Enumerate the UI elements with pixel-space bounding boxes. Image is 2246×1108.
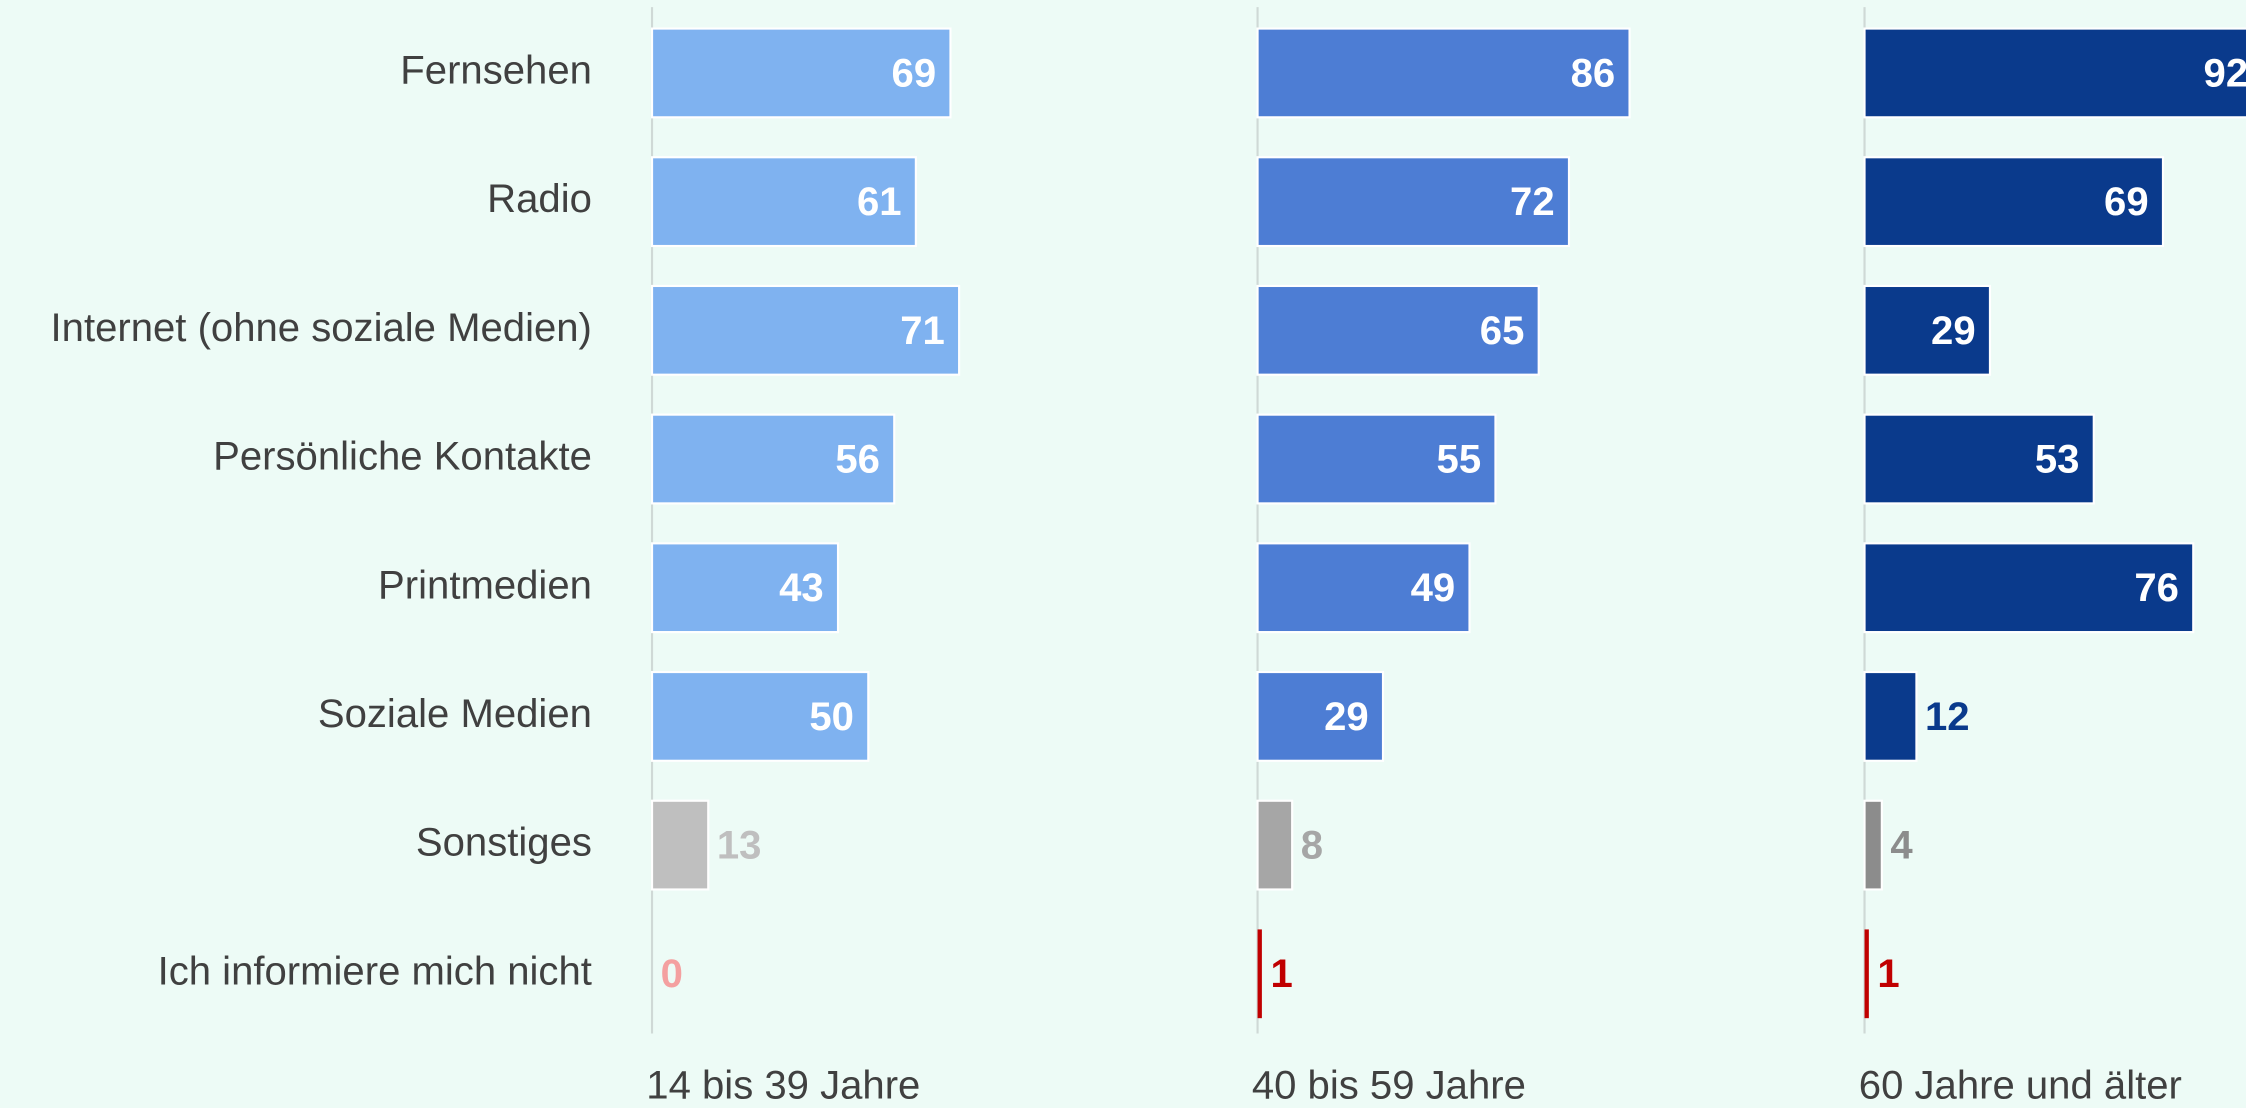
- value-label: 69: [2104, 180, 2149, 224]
- value-label: 76: [2134, 566, 2179, 610]
- category-label: Persönliche Kontakte: [213, 435, 592, 479]
- value-label: 1: [1877, 952, 1899, 996]
- category-label: Fernsehen: [400, 49, 592, 93]
- value-label: 65: [1480, 309, 1525, 353]
- panel-label: 14 bis 39 Jahre: [646, 1064, 920, 1108]
- bar: [650, 799, 710, 891]
- value-label: 69: [892, 51, 937, 95]
- bar: [1863, 413, 2095, 505]
- value-label: 71: [900, 309, 945, 353]
- bar: [1863, 284, 1992, 376]
- value-label: 55: [1437, 437, 1482, 481]
- bar: [1256, 670, 1385, 762]
- value-label: 0: [661, 952, 683, 996]
- value-label: 13: [717, 824, 762, 868]
- category-label: Internet (ohne soziale Medien): [51, 306, 592, 350]
- category-label: Sonstiges: [416, 821, 592, 865]
- value-label: 1: [1270, 952, 1292, 996]
- bar: [1863, 670, 1918, 762]
- bar: [1256, 27, 1631, 119]
- value-label: 92: [2204, 51, 2246, 95]
- value-label: 50: [809, 695, 854, 739]
- bar: [1256, 542, 1471, 634]
- value-label: 72: [1510, 180, 1555, 224]
- bar: [1864, 929, 1869, 1019]
- value-label: 4: [1890, 824, 1913, 868]
- bar: [650, 542, 840, 634]
- bar: [650, 670, 870, 762]
- bar: [650, 27, 952, 119]
- value-label: 53: [2035, 437, 2080, 481]
- panel-label: 60 Jahre und älter: [1859, 1064, 2182, 1108]
- category-label: Radio: [487, 177, 592, 221]
- value-label: 12: [1925, 695, 1970, 739]
- category-label: Printmedien: [378, 563, 592, 607]
- bar: [650, 284, 961, 376]
- bar: [1863, 799, 1883, 891]
- value-label: 43: [779, 566, 824, 610]
- value-label: 56: [835, 437, 880, 481]
- bar: [1256, 413, 1497, 505]
- bar: [1863, 27, 2246, 119]
- category-label: Ich informiere mich nicht: [158, 949, 592, 993]
- bar: [650, 413, 896, 505]
- bar: [1256, 799, 1294, 891]
- category-label: Soziale Medien: [318, 692, 592, 736]
- value-label: 61: [857, 180, 902, 224]
- bar: [1256, 156, 1571, 248]
- value-label: 29: [1931, 309, 1976, 353]
- panel-label: 40 bis 59 Jahre: [1252, 1064, 1526, 1108]
- bar: [650, 156, 917, 248]
- bar: [1863, 156, 2165, 248]
- value-label: 49: [1411, 566, 1456, 610]
- value-label: 8: [1301, 824, 1323, 868]
- bar: [1256, 284, 1540, 376]
- value-label: 86: [1571, 51, 1616, 95]
- bar: [1257, 929, 1262, 1019]
- bar: [1863, 542, 2195, 634]
- value-label: 29: [1324, 695, 1369, 739]
